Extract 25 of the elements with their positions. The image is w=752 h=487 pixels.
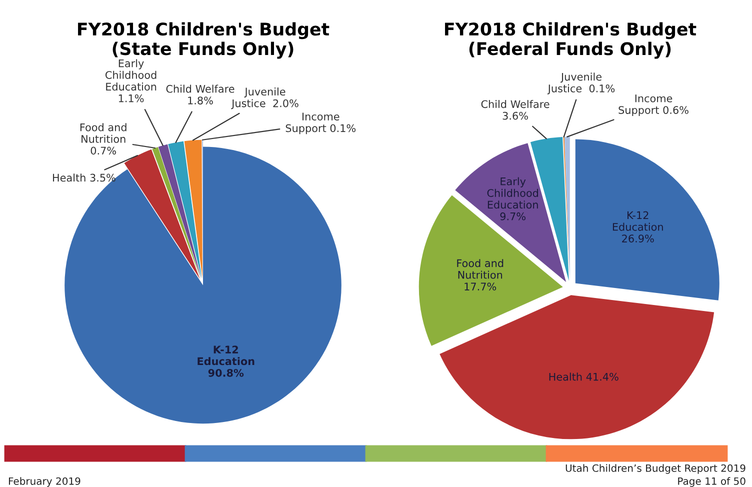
data-label: 3.6% — [502, 112, 528, 120]
data-label: 0.7% — [90, 146, 116, 155]
data-label: 1.8% — [188, 96, 213, 104]
data-label: 17.7% — [464, 282, 496, 290]
slice-label: K-12 Education — [198, 346, 254, 366]
chart-title: FY2018 Children's Budget (State Funds Only) — [78, 22, 330, 59]
data-label: 1.1% — [118, 94, 144, 102]
slice-label: Food and Nutrition — [457, 259, 504, 279]
slice-label: Health 3.5% — [53, 174, 116, 182]
chart-title: FY2018 Children's Budget (Federal Funds Only) — [445, 22, 696, 59]
text: Utah Children’s Budget Report 2019 — [566, 464, 746, 474]
slice-label: Child Welfare — [481, 100, 550, 108]
data-label: 90.8% — [208, 368, 244, 377]
data-label: 26.9% — [622, 234, 654, 242]
text: Page 11 of 50 — [678, 477, 746, 487]
slice-label: Income Support 0.6% — [618, 94, 688, 116]
slice-label: Health 41.4% — [549, 372, 618, 381]
slice-label: Early Childhood Education — [487, 177, 538, 209]
slice-label: Income Support 0.1% — [286, 112, 356, 134]
slice-label: K-12 Education — [612, 211, 663, 231]
text: February 2019 — [8, 477, 80, 487]
slice-label: Early Childhood Education — [105, 59, 156, 91]
slice-label: Juvenile Justice 0.1% — [547, 72, 615, 94]
data-label: 9.7% — [500, 212, 526, 220]
slice-label: Food and Nutrition — [80, 123, 126, 143]
